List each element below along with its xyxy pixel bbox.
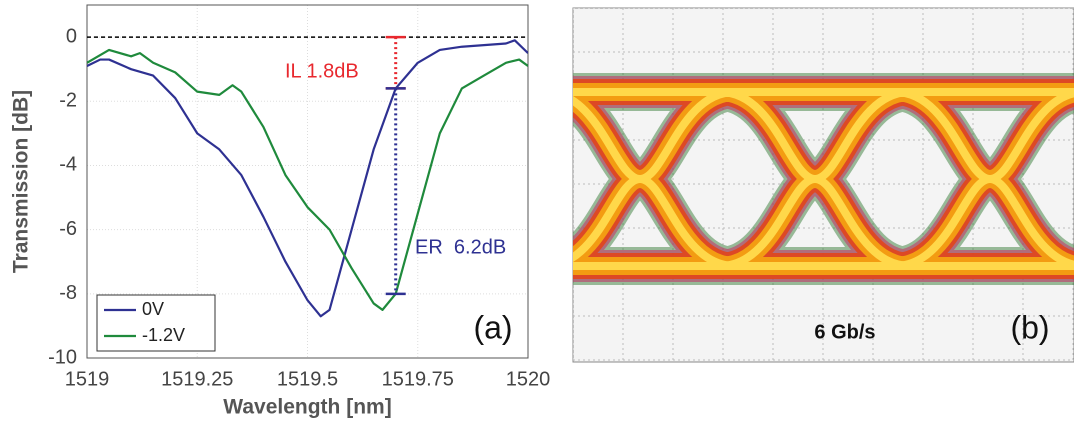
legend-label: -1.2V [142,325,185,345]
y-tick-label: -4 [59,154,77,176]
y-axis-title: Transmission [dB] [10,90,33,273]
x-tick-label: 1519 [65,368,110,390]
x-tick-label: 1519.5 [277,368,338,390]
x-axis-title: Wavelength [nm] [223,396,391,419]
y-tick-label: -6 [59,218,77,240]
figure: 1519 1519.25 1519.5 1519.75 1520 -10 -8 -6 -4 -2 0… [0,0,1074,426]
eye-caption: 6 Gb/s [814,321,875,343]
panel-tag: (b) [1010,309,1049,345]
y-tick-label: 0 [66,25,77,47]
y-tick-label: -8 [59,282,77,304]
x-tick-label: 1519.75 [382,368,454,390]
x-tick-label: 1519.25 [161,368,233,390]
legend-label: 0V [142,299,164,319]
y-tick-label: -2 [59,90,77,112]
panel-tag: (a) [473,309,512,345]
y-tick-label: -10 [48,346,77,368]
panel-a: 1519 1519.25 1519.5 1519.75 1520 -10 -8 -6 -4 -2 0… [10,5,551,419]
x-tick-label: 1520 [506,368,551,390]
annotation-text: IL 1.8dB [285,60,359,82]
annotation-text: ER 6.2dB [415,236,506,258]
